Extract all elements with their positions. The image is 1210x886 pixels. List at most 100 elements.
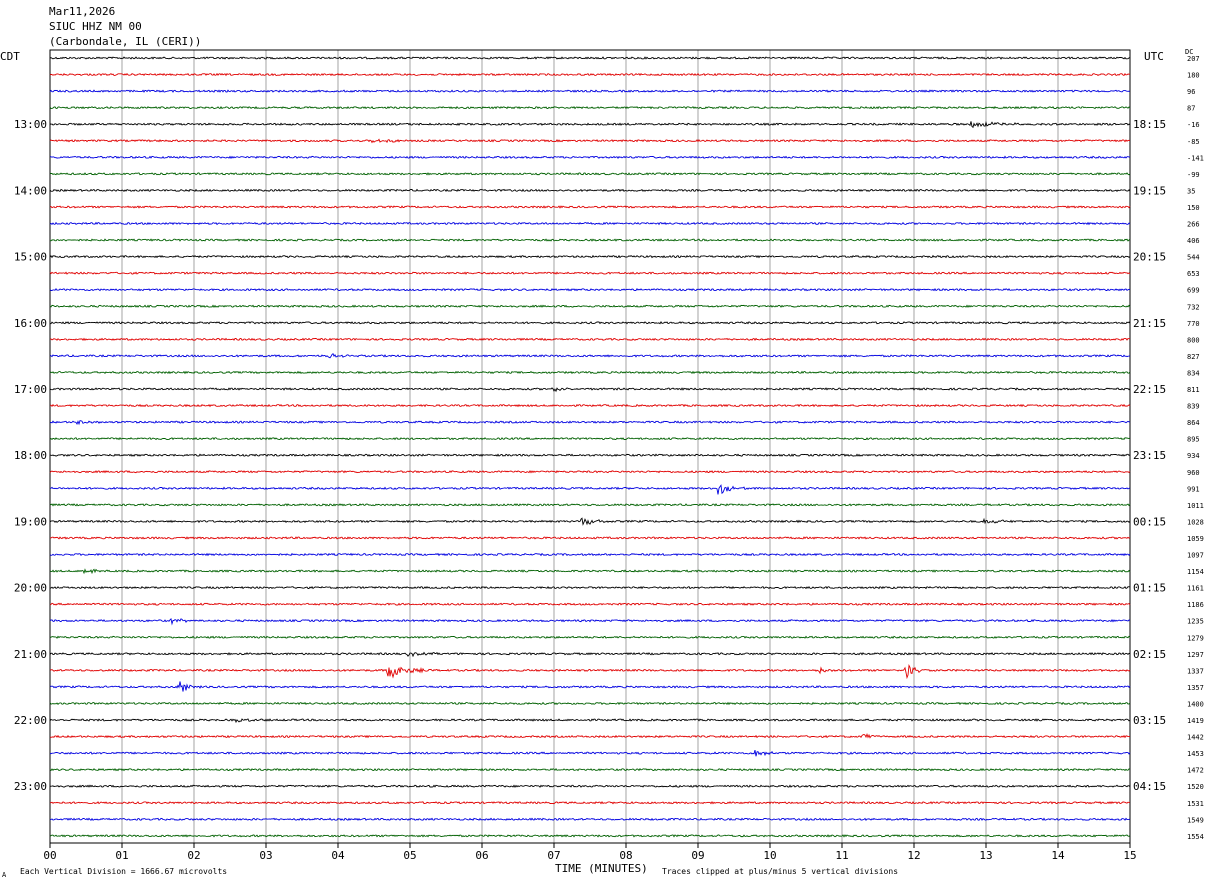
dc-offset-label: 1235 xyxy=(1187,618,1204,626)
seismic-trace xyxy=(50,453,1131,457)
seismic-trace xyxy=(49,834,1131,838)
x-tick-label: 12 xyxy=(907,849,920,862)
dc-offset-label: -85 xyxy=(1187,138,1200,146)
dc-offset-label: 1400 xyxy=(1187,700,1204,708)
seismic-trace xyxy=(49,89,1131,93)
dc-offset-label: 1097 xyxy=(1187,552,1204,560)
seismic-trace xyxy=(49,321,1131,325)
dc-offset-label: 1154 xyxy=(1187,568,1204,576)
x-tick-label: 08 xyxy=(619,849,632,862)
dc-offset-label: 960 xyxy=(1187,469,1200,477)
hour-label-right: 02:15 xyxy=(1133,648,1166,661)
x-tick-label: 00 xyxy=(43,849,56,862)
dc-offset-label: 1186 xyxy=(1187,601,1204,609)
dc-offset-label: 1531 xyxy=(1187,800,1204,808)
plot-frame xyxy=(49,49,1131,844)
hour-label-right: 23:15 xyxy=(1133,449,1166,462)
dc-offset-label: 800 xyxy=(1187,336,1200,344)
seismic-trace xyxy=(49,352,1131,359)
seismic-trace xyxy=(49,403,1131,408)
seismic-trace xyxy=(49,436,1131,441)
dc-offset-label: 934 xyxy=(1187,452,1200,460)
dc-offset-label: 864 xyxy=(1187,419,1200,427)
x-tick-label: 11 xyxy=(835,849,848,862)
seismic-trace xyxy=(49,484,1131,495)
seismic-trace xyxy=(49,663,1131,680)
seismic-trace xyxy=(49,72,1131,77)
header-location: (Carbondale, IL (CERI)) xyxy=(49,35,202,48)
x-tick-label: 05 xyxy=(403,849,416,862)
dc-offset-label: 87 xyxy=(1187,105,1195,113)
clip-note: Traces clipped at plus/minus 5 vertical … xyxy=(662,867,899,876)
hour-label-right: 01:15 xyxy=(1133,582,1166,595)
seismic-trace xyxy=(49,470,1131,474)
dc-offset-label: 1028 xyxy=(1187,518,1204,526)
dc-offset-label: 1472 xyxy=(1187,767,1204,775)
dc-offset-label: 35 xyxy=(1187,187,1195,195)
seismic-trace xyxy=(49,121,1131,129)
dc-offset-label: -99 xyxy=(1187,171,1200,179)
seismic-trace xyxy=(49,732,1131,739)
seismic-trace xyxy=(49,254,1131,259)
seismic-trace xyxy=(49,188,1131,193)
seismic-trace xyxy=(49,205,1131,209)
dc-offset-label: 699 xyxy=(1187,287,1200,295)
hour-label-right: 04:15 xyxy=(1133,780,1166,793)
hour-label-right: 00:15 xyxy=(1133,515,1166,528)
seismic-trace xyxy=(49,288,1131,292)
seismic-trace xyxy=(49,105,1131,110)
dc-offset-label: 1297 xyxy=(1187,651,1204,659)
dc-offset-label: 1337 xyxy=(1187,667,1204,675)
hour-label-right: 03:15 xyxy=(1133,714,1166,727)
dc-offset-label: 1554 xyxy=(1187,833,1204,841)
hour-label-left: 14:00 xyxy=(14,184,47,197)
dc-offset-label: 1549 xyxy=(1187,816,1204,824)
seismic-trace xyxy=(49,585,1130,590)
dc-offset-label: -141 xyxy=(1187,154,1204,162)
dc-offset-label: 544 xyxy=(1187,254,1200,262)
dc-offset-label: 732 xyxy=(1187,303,1200,311)
seismic-trace xyxy=(49,387,1131,393)
dc-offset-label: 96 xyxy=(1187,88,1195,96)
dc-offset-label: -16 xyxy=(1187,121,1200,129)
dc-offset-label: 150 xyxy=(1187,204,1200,212)
header-date: Mar11,2026 xyxy=(49,5,116,18)
seismic-trace xyxy=(49,817,1131,821)
corner-mark: A xyxy=(2,871,7,879)
seismic-trace xyxy=(49,155,1131,160)
x-tick-label: 07 xyxy=(547,849,560,862)
hour-label-left: 18:00 xyxy=(14,449,47,462)
scale-note: Each Vertical Division = 1666.67 microvo… xyxy=(20,867,228,876)
timezone-right-label: UTC xyxy=(1144,50,1164,63)
seismic-trace xyxy=(49,238,1131,242)
seismic-trace xyxy=(49,420,1131,426)
dc-offset-label: 1161 xyxy=(1187,585,1204,593)
seismic-trace xyxy=(49,568,1131,575)
dc-offset-label: 1419 xyxy=(1187,717,1204,725)
hour-label-right: 22:15 xyxy=(1133,383,1166,396)
hour-label-left: 15:00 xyxy=(14,251,47,264)
dc-offset-label: 653 xyxy=(1187,270,1200,278)
hour-label-left: 23:00 xyxy=(14,780,47,793)
x-tick-label: 01 xyxy=(115,849,128,862)
dc-offset-label: 406 xyxy=(1187,237,1200,245)
dc-offset-label: 827 xyxy=(1187,353,1200,361)
seismic-trace xyxy=(49,602,1131,606)
seismic-trace xyxy=(49,503,1131,507)
dc-offset-label: 811 xyxy=(1187,386,1200,394)
dc-offset-label: 207 xyxy=(1187,55,1200,63)
x-tick-label: 02 xyxy=(187,849,200,862)
seismic-trace xyxy=(49,337,1131,342)
x-tick-label: 10 xyxy=(763,849,776,862)
x-axis-title: TIME (MINUTES) xyxy=(555,862,648,875)
seismic-trace xyxy=(49,767,1131,772)
x-tick-label: 06 xyxy=(475,849,488,862)
dc-offset-label: 1453 xyxy=(1187,750,1204,758)
seismic-trace xyxy=(49,718,1131,724)
x-tick-label: 13 xyxy=(979,849,992,862)
hour-label-left: 16:00 xyxy=(14,317,47,330)
seismic-trace xyxy=(49,617,1131,626)
seismic-trace xyxy=(49,172,1131,176)
seismic-trace xyxy=(49,749,1131,757)
